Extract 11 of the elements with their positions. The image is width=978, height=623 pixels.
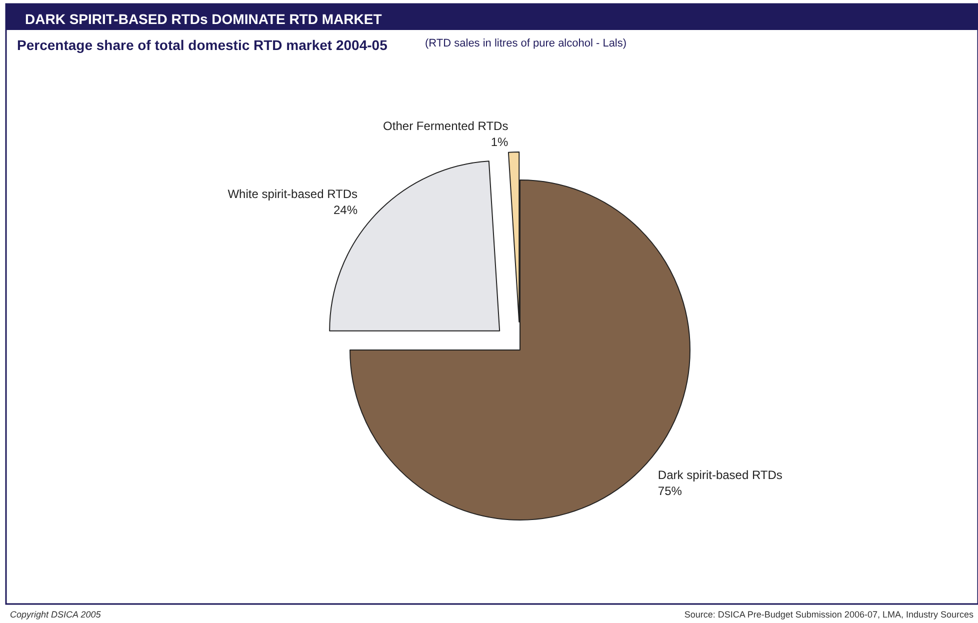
text: (RTD sales in litres of pure alcohol - Lals) xyxy=(425,38,627,50)
chart-title: DARK SPIRIT-BASED RTDs DOMINATE RTD MARKET xyxy=(25,11,382,27)
chart-subtitle: Percentage share of total domestic RTD market 2004-05 xyxy=(17,37,388,53)
text: Copyright DSICA 2005 xyxy=(10,610,102,620)
slice-label: White spirit-based RTDs xyxy=(228,187,358,202)
source-note: Source: DSICA Pre-Budget Submission 2006-07, LMA, Industry Sources xyxy=(684,610,974,620)
data-label: 75% xyxy=(658,484,682,498)
slice-label: Other Fermented RTDs xyxy=(383,119,508,134)
data-label: 1% xyxy=(490,135,509,150)
slice-label: Dark spirit-based RTDs xyxy=(658,468,782,482)
data-label: 24% xyxy=(334,203,358,218)
